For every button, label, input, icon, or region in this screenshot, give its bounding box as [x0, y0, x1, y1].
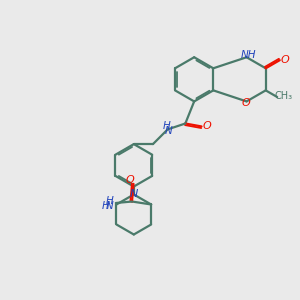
Text: N: N: [165, 126, 173, 136]
Text: O: O: [126, 175, 134, 185]
Text: H: H: [106, 196, 113, 206]
Text: N: N: [130, 190, 138, 200]
Text: O: O: [280, 55, 289, 65]
Text: NH: NH: [241, 50, 256, 60]
Text: O: O: [202, 122, 211, 131]
Text: CH₃: CH₃: [274, 92, 293, 101]
Text: H: H: [163, 122, 170, 131]
Text: H: H: [101, 201, 109, 211]
Text: N: N: [106, 201, 113, 211]
Text: O: O: [242, 98, 250, 108]
